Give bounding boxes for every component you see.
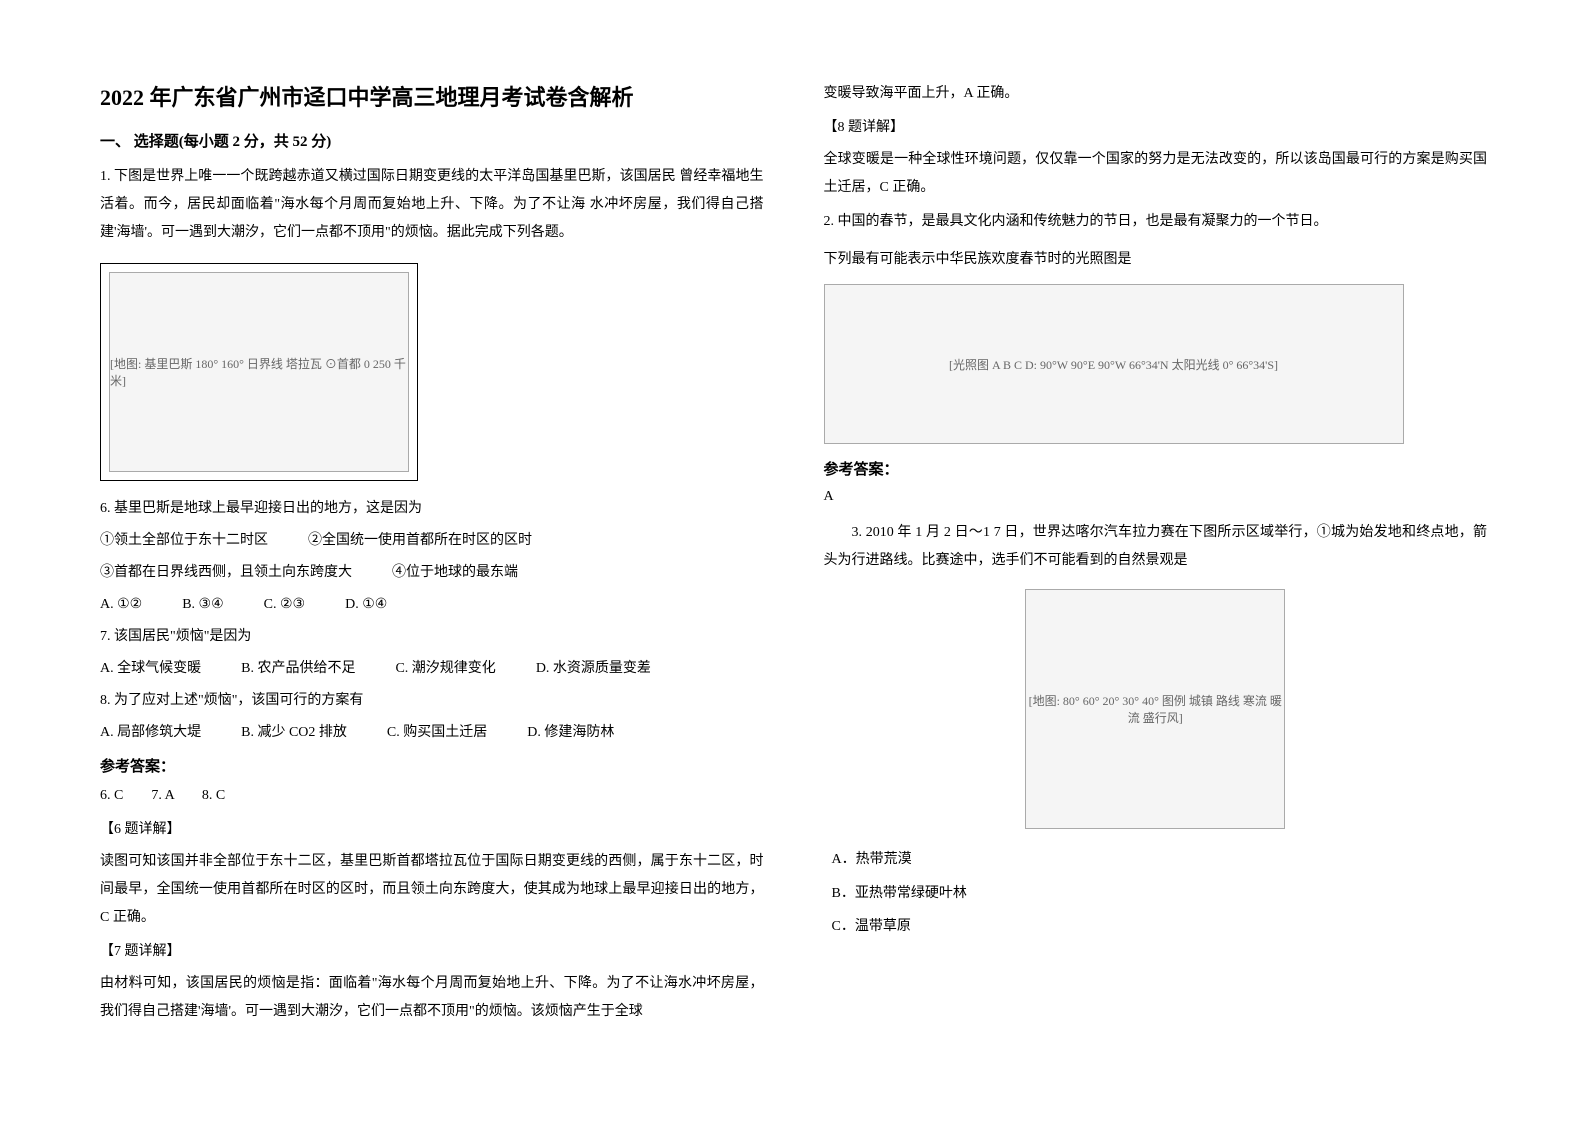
detail-8-text: 全球变暖是一种全球性环境问题，仅仅靠一个国家的努力是无法改变的，所以该岛国最可行… <box>824 146 1488 202</box>
q6-statements-row1: ①领土全部位于东十二时区 ②全国统一使用首都所在时区的区时 <box>100 527 764 555</box>
q8-options: A. 局部修筑大堤 B. 减少 CO2 排放 C. 购买国土迁居 D. 修建海防… <box>100 719 764 747</box>
figure-3-wrap: [地图: 80° 60° 20° 30° 40° 图例 城镇 路线 寒流 暖流 … <box>824 589 1488 829</box>
q8-stem: 8. 为了应对上述"烦恼"，该国可行的方案有 <box>100 687 764 715</box>
q8-opt-d: D. 修建海防林 <box>527 719 614 747</box>
q7-opt-b: B. 农产品供给不足 <box>241 655 355 683</box>
answer-label-1: 参考答案： <box>100 755 764 776</box>
figure-1-box: [地图: 基里巴斯 180° 160° 日界线 塔拉瓦 ⊙首都 0 250 千米… <box>100 263 418 481</box>
answer-2: A <box>824 489 1488 505</box>
detail-6-header: 【6 题详解】 <box>100 816 764 844</box>
q2-stem: 下列最有可能表示中华民族欢度春节时的光照图是 <box>824 246 1488 274</box>
q6-opt-c: C. ②③ <box>264 591 305 619</box>
detail-7-header: 【7 题详解】 <box>100 938 764 966</box>
q6-stmt-3: ③首都在日界线西侧，且领土向东跨度大 <box>100 559 352 587</box>
q8-opt-a: A. 局部修筑大堤 <box>100 719 201 747</box>
q6-opt-d: D. ①④ <box>345 591 387 619</box>
q6-statements-row2: ③首都在日界线西侧，且领土向东跨度大 ④位于地球的最东端 <box>100 559 764 587</box>
detail-7-cont: 变暖导致海平面上升，A 正确。 <box>824 80 1488 108</box>
q7-opt-a: A. 全球气候变暖 <box>100 655 201 683</box>
figure-3: [地图: 80° 60° 20° 30° 40° 图例 城镇 路线 寒流 暖流 … <box>1025 589 1285 829</box>
page-container: 2022 年广东省广州市迳口中学高三地理月考试卷含解析 一、 选择题(每小题 2… <box>100 80 1487 1032</box>
q3-opt-c: C．温带草原 <box>832 910 1488 944</box>
q6-stmt-1: ①领土全部位于东十二时区 <box>100 527 268 555</box>
q3-opt-a: A．热带荒漠 <box>832 843 1488 877</box>
q8-opt-c: C. 购买国土迁居 <box>387 719 487 747</box>
q7-options: A. 全球气候变暖 B. 农产品供给不足 C. 潮汐规律变化 D. 水资源质量变… <box>100 655 764 683</box>
right-column: 变暖导致海平面上升，A 正确。 【8 题详解】 全球变暖是一种全球性环境问题，仅… <box>824 80 1488 1032</box>
figure-2: [光照图 A B C D: 90°W 90°E 90°W 66°34'N 太阳光… <box>824 284 1404 444</box>
figure-1: [地图: 基里巴斯 180° 160° 日界线 塔拉瓦 ⊙首都 0 250 千米… <box>109 272 409 472</box>
q8-opt-b: B. 减少 CO2 排放 <box>241 719 347 747</box>
q6-opt-a: A. ①② <box>100 591 142 619</box>
q1-intro: 1. 下图是世界上唯一一个既跨越赤道又横过国际日期变更线的太平洋岛国基里巴斯，该… <box>100 163 764 247</box>
q3-opt-b: B．亚热带常绿硬叶林 <box>832 877 1488 911</box>
section-header: 一、 选择题(每小题 2 分，共 52 分) <box>100 130 764 151</box>
q6-opt-b: B. ③④ <box>182 591 223 619</box>
q7-stem: 7. 该国居民"烦恼"是因为 <box>100 623 764 651</box>
answers-678: 6. C 7. A 8. C <box>100 782 764 810</box>
q6-stmt-2: ②全国统一使用首都所在时区的区时 <box>308 527 532 555</box>
q7-opt-d: D. 水资源质量变差 <box>536 655 651 683</box>
detail-7-text: 由材料可知，该国居民的烦恼是指：面临着"海水每个月周而复始地上升、下降。为了不让… <box>100 970 764 1026</box>
q7-opt-c: C. 潮汐规律变化 <box>395 655 495 683</box>
left-column: 2022 年广东省广州市迳口中学高三地理月考试卷含解析 一、 选择题(每小题 2… <box>100 80 764 1032</box>
q6-stem: 6. 基里巴斯是地球上最早迎接日出的地方，这是因为 <box>100 495 764 523</box>
exam-title: 2022 年广东省广州市迳口中学高三地理月考试卷含解析 <box>100 80 764 112</box>
q2-intro: 2. 中国的春节，是最具文化内涵和传统魅力的节日，也是最有凝聚力的一个节日。 <box>824 208 1488 236</box>
detail-6-text: 读图可知该国并非全部位于东十二区，基里巴斯首都塔拉瓦位于国际日期变更线的西侧，属… <box>100 848 764 932</box>
answer-label-2: 参考答案： <box>824 458 1488 479</box>
q6-options: A. ①② B. ③④ C. ②③ D. ①④ <box>100 591 764 619</box>
q3-intro: 3. 2010 年 1 月 2 日～1 7 日，世界达喀尔汽车拉力赛在下图所示区… <box>824 519 1488 575</box>
detail-8-header: 【8 题详解】 <box>824 114 1488 142</box>
q6-stmt-4: ④位于地球的最东端 <box>392 559 518 587</box>
